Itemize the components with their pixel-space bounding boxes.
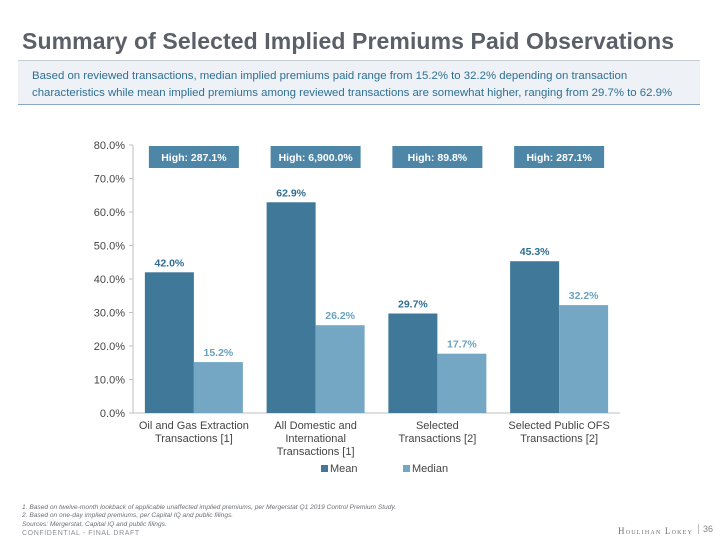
premiums-bar-chart: 0.0% 10.0% 20.0% 30.0% 40.0% 50.0% 60.0% 70.0% 8… xyxy=(94,140,620,475)
high-badge xyxy=(270,146,361,168)
footnote-1: 1. Based on twelve-month lookback of app… xyxy=(22,504,397,511)
high-badge-label: High: 6,900.0% xyxy=(279,152,354,164)
mean-bar xyxy=(144,272,194,413)
high-badge-label: High: 89.8% xyxy=(408,152,468,164)
confidential-label: CONFIDENTIAL - FINAL DRAFT xyxy=(22,530,140,537)
x-tick-label: Transactions [2] xyxy=(398,433,476,445)
x-tick-label: Selected Public OFS xyxy=(508,420,610,432)
high-badge xyxy=(514,146,605,168)
median-bar xyxy=(559,305,609,413)
x-tick-label: Selected xyxy=(416,420,459,432)
high-badge xyxy=(392,146,483,168)
summary-box: Based on reviewed transactions, median i… xyxy=(18,61,700,105)
median-data-label: 17.7% xyxy=(447,339,477,351)
mean-data-label: 45.3% xyxy=(520,246,550,258)
y-tick-label: 80.0% xyxy=(94,140,125,152)
y-tick-label: 50.0% xyxy=(94,241,125,253)
high-badge xyxy=(148,146,239,168)
page-number: 36 xyxy=(698,524,719,534)
y-tick-label: 0.0% xyxy=(100,408,125,420)
page-title: Summary of Selected Implied Premiums Pai… xyxy=(22,28,675,54)
y-tick-label: 30.0% xyxy=(94,308,125,320)
x-tick-label: Transactions [2] xyxy=(520,433,598,445)
mean-data-label: 62.9% xyxy=(276,187,306,199)
company-logo: Houlihan Lokey xyxy=(618,526,694,536)
y-tick-label: 60.0% xyxy=(94,207,125,219)
median-data-label: 32.2% xyxy=(569,290,599,302)
median-bar xyxy=(193,362,243,413)
x-tick-label: All Domestic and xyxy=(274,420,357,432)
mean-bar xyxy=(388,313,438,413)
y-tick-label: 10.0% xyxy=(94,375,125,387)
y-tick-label: 20.0% xyxy=(94,341,125,353)
median-bar xyxy=(315,325,365,413)
x-tick-label: Transactions [1] xyxy=(155,433,233,445)
legend-label: Mean xyxy=(330,463,358,475)
median-data-label: 15.2% xyxy=(203,347,233,359)
x-tick-label: International xyxy=(285,433,346,445)
y-tick-label: 40.0% xyxy=(94,274,125,286)
x-tick-label: Oil and Gas Extraction xyxy=(139,420,249,432)
mean-bar xyxy=(266,202,316,413)
footnote-sources: Sources: Mergerstat, Capital IQ and publ… xyxy=(22,520,167,528)
y-tick-label: 70.0% xyxy=(94,174,125,186)
mean-data-label: 42.0% xyxy=(154,257,184,269)
legend-swatch xyxy=(403,465,410,472)
high-badge-label: High: 287.1% xyxy=(526,152,592,164)
legend-label: Median xyxy=(412,463,448,475)
median-bar xyxy=(437,353,487,413)
high-badge-label: High: 287.1% xyxy=(161,152,227,164)
footnotes: 1. Based on twelve-month lookback of app… xyxy=(22,504,396,529)
mean-data-label: 29.7% xyxy=(398,299,428,311)
x-tick-label: Transactions [1] xyxy=(277,446,355,458)
legend-swatch xyxy=(321,465,328,472)
mean-bar xyxy=(510,261,560,413)
title-divider xyxy=(18,60,700,61)
median-data-label: 26.2% xyxy=(325,310,355,322)
footnote-2: 2. Based on one-day implied premiums, pe… xyxy=(22,512,234,520)
